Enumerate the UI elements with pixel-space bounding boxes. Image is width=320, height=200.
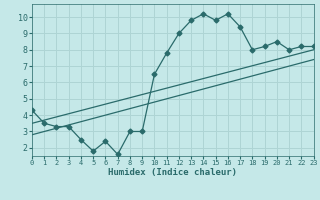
X-axis label: Humidex (Indice chaleur): Humidex (Indice chaleur) bbox=[108, 168, 237, 177]
